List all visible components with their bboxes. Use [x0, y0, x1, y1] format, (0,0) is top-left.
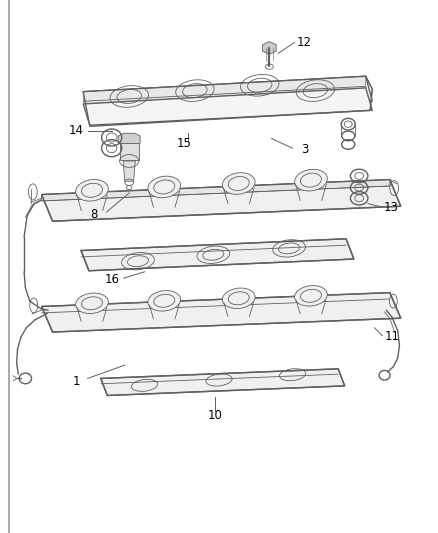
Text: 1: 1 — [73, 375, 81, 387]
Ellipse shape — [148, 290, 180, 311]
Ellipse shape — [295, 286, 327, 306]
Polygon shape — [101, 369, 345, 395]
Ellipse shape — [223, 173, 255, 195]
Ellipse shape — [223, 288, 255, 309]
Ellipse shape — [295, 169, 327, 191]
Text: 12: 12 — [297, 36, 312, 49]
Polygon shape — [83, 76, 366, 104]
Text: 14: 14 — [69, 124, 84, 137]
Text: 16: 16 — [104, 273, 119, 286]
Polygon shape — [42, 293, 401, 332]
Ellipse shape — [76, 180, 108, 201]
Polygon shape — [81, 239, 354, 271]
Polygon shape — [120, 143, 139, 160]
Text: 13: 13 — [384, 201, 399, 214]
Text: 3: 3 — [301, 143, 308, 156]
Polygon shape — [118, 133, 140, 147]
Polygon shape — [42, 180, 390, 201]
Text: 15: 15 — [177, 138, 191, 150]
Polygon shape — [83, 76, 372, 117]
Polygon shape — [83, 88, 372, 125]
Text: 11: 11 — [385, 330, 399, 343]
Text: 8: 8 — [91, 208, 98, 221]
Polygon shape — [262, 42, 276, 54]
Ellipse shape — [148, 176, 180, 198]
Text: 10: 10 — [207, 409, 222, 422]
Ellipse shape — [76, 293, 108, 313]
Polygon shape — [42, 180, 401, 221]
Polygon shape — [123, 161, 135, 181]
